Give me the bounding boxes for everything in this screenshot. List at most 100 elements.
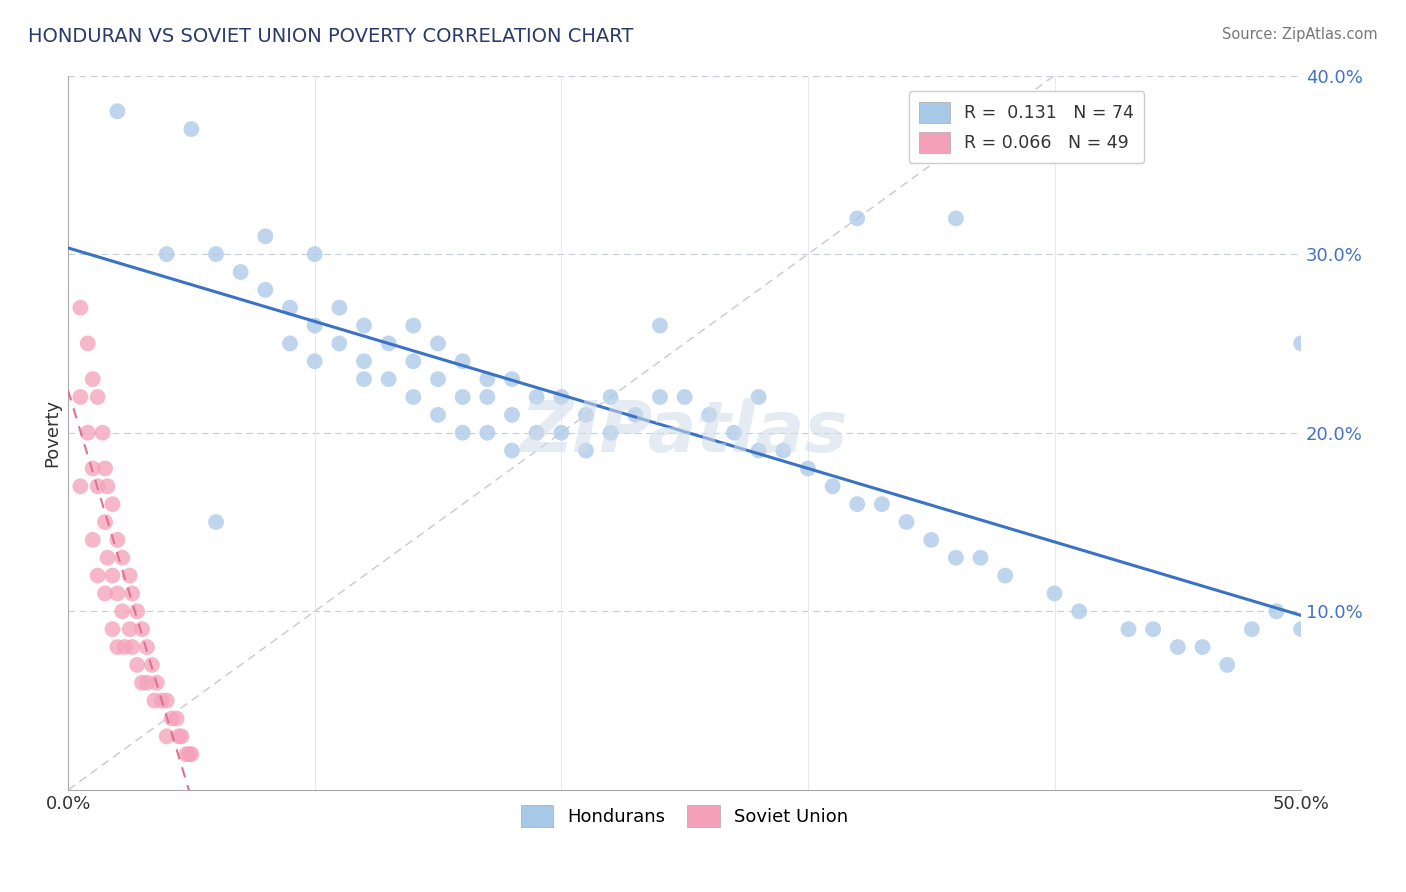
Point: [896, 515, 918, 529]
Point: [550, 425, 572, 440]
Point: [599, 390, 621, 404]
Point: [127, 657, 149, 672]
Point: [945, 550, 967, 565]
Point: [86, 390, 108, 404]
Point: [143, 693, 166, 707]
Point: [105, 640, 128, 654]
Point: [167, 729, 190, 743]
Point: [229, 265, 252, 279]
Point: [920, 533, 942, 547]
Point: [278, 336, 301, 351]
Point: [118, 622, 141, 636]
Point: [136, 640, 159, 654]
Point: [1265, 604, 1288, 618]
Point: [69, 301, 91, 315]
Point: [550, 390, 572, 404]
Point: [205, 515, 228, 529]
Point: [1167, 640, 1189, 654]
Point: [254, 229, 277, 244]
Point: [328, 336, 350, 351]
Point: [91, 425, 114, 440]
Point: [648, 318, 671, 333]
Point: [304, 318, 326, 333]
Point: [101, 622, 124, 636]
Point: [121, 640, 143, 654]
Point: [82, 533, 104, 547]
Point: [278, 301, 301, 315]
Point: [648, 390, 671, 404]
Point: [105, 104, 128, 119]
Point: [377, 372, 399, 386]
Point: [1043, 586, 1066, 600]
Point: [101, 568, 124, 582]
Point: [427, 336, 450, 351]
Point: [1118, 622, 1140, 636]
Point: [1216, 657, 1239, 672]
Point: [150, 693, 173, 707]
Point: [377, 336, 399, 351]
Point: [114, 640, 136, 654]
Point: [69, 479, 91, 493]
Point: [772, 443, 794, 458]
Point: [1289, 336, 1312, 351]
Point: [141, 657, 163, 672]
Point: [105, 586, 128, 600]
Point: [254, 283, 277, 297]
Point: [131, 622, 153, 636]
Point: [1142, 622, 1164, 636]
Point: [69, 390, 91, 404]
Point: [170, 729, 193, 743]
Point: [86, 568, 108, 582]
Point: [673, 390, 696, 404]
Point: [748, 443, 770, 458]
Point: [624, 408, 647, 422]
Point: [870, 497, 893, 511]
Point: [118, 568, 141, 582]
Point: [180, 747, 202, 762]
Point: [846, 497, 869, 511]
Point: [94, 515, 117, 529]
Point: [156, 247, 179, 261]
Text: Source: ZipAtlas.com: Source: ZipAtlas.com: [1222, 27, 1378, 42]
Point: [328, 301, 350, 315]
Point: [76, 336, 98, 351]
Text: ZIPatlas: ZIPatlas: [520, 398, 848, 467]
Point: [821, 479, 844, 493]
Point: [526, 390, 548, 404]
Point: [451, 354, 474, 368]
Point: [797, 461, 820, 475]
Legend: Hondurans, Soviet Union: Hondurans, Soviet Union: [513, 798, 856, 835]
Point: [353, 354, 375, 368]
Point: [1069, 604, 1091, 618]
Point: [105, 533, 128, 547]
Point: [575, 443, 598, 458]
Point: [402, 354, 425, 368]
Point: [177, 747, 200, 762]
Point: [136, 675, 159, 690]
Point: [82, 461, 104, 475]
Point: [697, 408, 720, 422]
Point: [477, 425, 499, 440]
Point: [945, 211, 967, 226]
Point: [96, 550, 118, 565]
Y-axis label: Poverty: Poverty: [44, 399, 60, 467]
Point: [156, 729, 179, 743]
Point: [1240, 622, 1263, 636]
Point: [156, 693, 179, 707]
Point: [451, 425, 474, 440]
Point: [111, 550, 134, 565]
Point: [477, 390, 499, 404]
Point: [86, 479, 108, 493]
Point: [131, 675, 153, 690]
Point: [121, 586, 143, 600]
Point: [101, 497, 124, 511]
Point: [1191, 640, 1213, 654]
Point: [402, 318, 425, 333]
Point: [501, 408, 523, 422]
Point: [82, 372, 104, 386]
Point: [427, 408, 450, 422]
Point: [176, 747, 198, 762]
Point: [180, 122, 202, 136]
Point: [402, 390, 425, 404]
Point: [166, 711, 188, 725]
